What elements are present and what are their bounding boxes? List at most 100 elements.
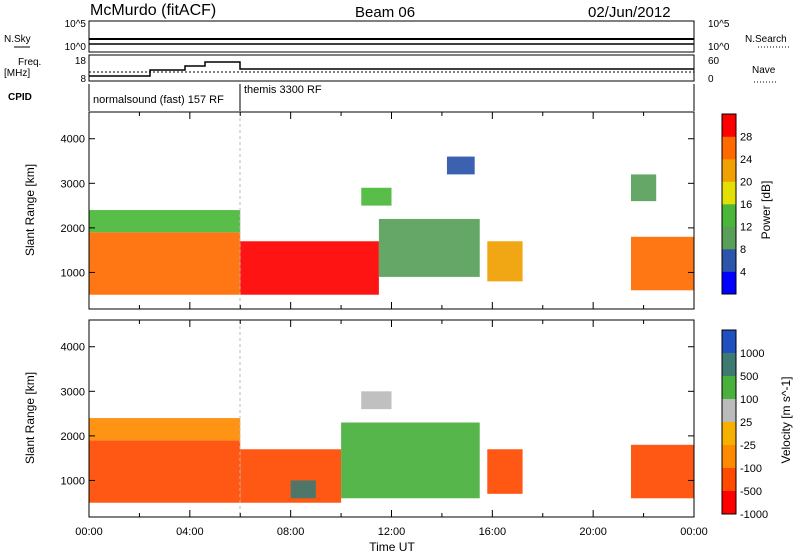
y-tick-label: 1000	[61, 475, 85, 487]
power-colorbar-tick: 20	[740, 177, 752, 189]
power-colorbar-swatch	[722, 136, 736, 160]
power-colorbar-swatch	[722, 249, 736, 272]
velocity-colorbar-tick: 1000	[740, 348, 764, 360]
velocity-colorbar-frame	[721, 329, 737, 515]
power-colorbar-swatch	[722, 204, 736, 227]
power-region-6	[487, 241, 523, 282]
power-y-axis: 1000 2000 3000 4000	[61, 134, 694, 279]
velocity-region-0	[89, 440, 241, 503]
velocity-panel: 1000 2000 3000 4000 Slant Range [km]	[23, 319, 695, 518]
time-axis-labels: 00:00 04:00 08:00 12:00 16:00 20:00 00:00	[75, 526, 708, 538]
power-colorbar-swatch	[722, 159, 736, 182]
time-tick-label: 12:00	[378, 526, 406, 538]
power-colorbar-tick: 4	[740, 267, 746, 279]
cpid-segment-2: themis 3300 RF	[244, 84, 322, 96]
power-region-4	[378, 218, 480, 277]
cpid-label: CPID	[8, 92, 32, 103]
velocity-colorbar-swatch	[722, 422, 736, 446]
power-colorbar-swatch	[722, 114, 736, 137]
time-tick-label: 20:00	[579, 526, 607, 538]
power-colorbar-frame	[721, 113, 737, 295]
velocity-colorbar-swatch	[722, 445, 736, 469]
station-title: McMurdo (fitACF)	[90, 2, 216, 19]
sky-noise-label: N.Sky	[4, 34, 31, 45]
date-title: 02/Jun/2012	[588, 4, 671, 21]
freq-label-top: Freq.	[18, 57, 41, 68]
y-tick-label: 3000	[61, 178, 85, 190]
velocity-colorbar-tick: -1000	[740, 509, 768, 521]
cpid-segment-1: normalsound (fast) 157 RF	[93, 94, 224, 106]
velocity-region-7	[630, 444, 694, 499]
velocity-region-5	[361, 391, 392, 410]
velocity-region-4	[341, 422, 480, 499]
power-colorbar-tick: 12	[740, 222, 752, 234]
velocity-colorbar-swatch	[722, 468, 736, 492]
power-region-0	[89, 232, 241, 295]
power-colorbar-tick: 8	[740, 244, 746, 256]
y-tick-label: 2000	[61, 223, 85, 235]
freq-tick-top: 18	[75, 56, 87, 67]
velocity-colorbar-label: Velocity [m s^-1]	[779, 377, 793, 464]
velocity-region-6	[487, 449, 523, 494]
velocity-colorbar-swatch	[722, 353, 736, 377]
velocity-region-1	[89, 418, 241, 441]
power-panel: 1000 2000 3000 4000 Slant Range [km]	[23, 111, 695, 310]
noise-tick-top-right: 10^5	[708, 19, 730, 30]
power-colorbar-tick: 16	[740, 199, 752, 211]
power-region-7	[630, 236, 694, 291]
velocity-y-axis: 1000 2000 3000 4000	[61, 342, 694, 487]
velocity-region-3	[290, 480, 316, 499]
velocity-colorbar: 1000 500 100 25 -25 -100 -500 -1000	[721, 329, 768, 521]
velocity-x-axis	[88, 320, 695, 517]
power-y-label: Slant Range [km]	[23, 164, 37, 256]
nave-label: Nave	[752, 65, 776, 76]
power-colorbar-tick: 24	[740, 154, 752, 166]
velocity-colorbar-swatch	[722, 376, 736, 400]
y-tick-label: 1000	[61, 267, 85, 279]
velocity-colorbar-tick: -25	[740, 440, 756, 452]
noise-tick-bottom: 10^0	[65, 42, 87, 53]
power-x-axis	[88, 112, 695, 309]
frequency-panel: Freq. [MHz] 18 8 60 0 Nave	[4, 54, 778, 85]
freq-tick-bottom: 8	[80, 74, 86, 85]
nave-tick-top: 60	[708, 56, 720, 67]
noise-tick-bottom-right: 10^0	[708, 42, 730, 53]
velocity-y-label: Slant Range [km]	[23, 372, 37, 464]
power-data-layer	[89, 156, 694, 295]
power-region-3	[361, 187, 392, 206]
nave-tick-bottom: 0	[708, 74, 714, 85]
time-tick-label: 08:00	[277, 526, 305, 538]
power-colorbar: 4 8 12 16 20 24 28	[721, 113, 752, 295]
velocity-colorbar-swatch	[722, 330, 736, 354]
power-colorbar-tick: 28	[740, 132, 752, 144]
power-colorbar-swatch	[722, 271, 736, 295]
freq-label-bottom: [MHz]	[4, 68, 30, 79]
cpid-panel: CPID normalsound (fast) 157 RF themis 33…	[8, 84, 695, 111]
search-noise-label: N.Search	[745, 34, 787, 45]
velocity-colorbar-tick: 500	[740, 371, 758, 383]
y-tick-label: 4000	[61, 342, 85, 354]
beam-title: Beam 06	[355, 4, 415, 21]
power-region-2	[240, 241, 379, 295]
velocity-colorbar-swatch	[722, 399, 736, 423]
velocity-colorbar-tick: 100	[740, 394, 758, 406]
noise-panel: 10^5 10^0 10^5 10^0 N.Sky N.Search	[4, 19, 790, 53]
time-tick-label: 00:00	[75, 526, 103, 538]
power-colorbar-swatch	[722, 226, 736, 250]
power-colorbar-swatch	[722, 181, 736, 205]
y-tick-label: 2000	[61, 431, 85, 443]
velocity-colorbar-swatch	[722, 491, 736, 515]
velocity-colorbar-tick: -100	[740, 463, 762, 475]
time-tick-label: 04:00	[176, 526, 204, 538]
y-tick-label: 4000	[61, 134, 85, 146]
time-tick-label: 00:00	[680, 526, 708, 538]
power-region-1	[89, 210, 241, 233]
power-region-5	[446, 156, 475, 175]
y-tick-label: 3000	[61, 386, 85, 398]
time-axis-title: Time UT	[369, 540, 415, 554]
velocity-data-layer	[89, 391, 694, 503]
power-colorbar-label: Power [dB]	[759, 181, 773, 240]
power-region-8	[630, 174, 657, 202]
velocity-colorbar-tick: -500	[740, 486, 762, 498]
